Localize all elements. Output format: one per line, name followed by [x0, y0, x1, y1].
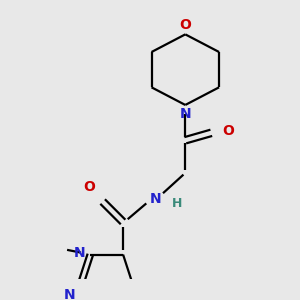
Text: N: N [179, 107, 191, 121]
Text: N: N [74, 246, 86, 260]
Text: O: O [83, 180, 95, 194]
Text: H: H [172, 197, 183, 210]
Text: N: N [150, 192, 161, 206]
Text: O: O [179, 18, 191, 32]
Text: N: N [64, 287, 76, 300]
Text: O: O [222, 124, 234, 138]
